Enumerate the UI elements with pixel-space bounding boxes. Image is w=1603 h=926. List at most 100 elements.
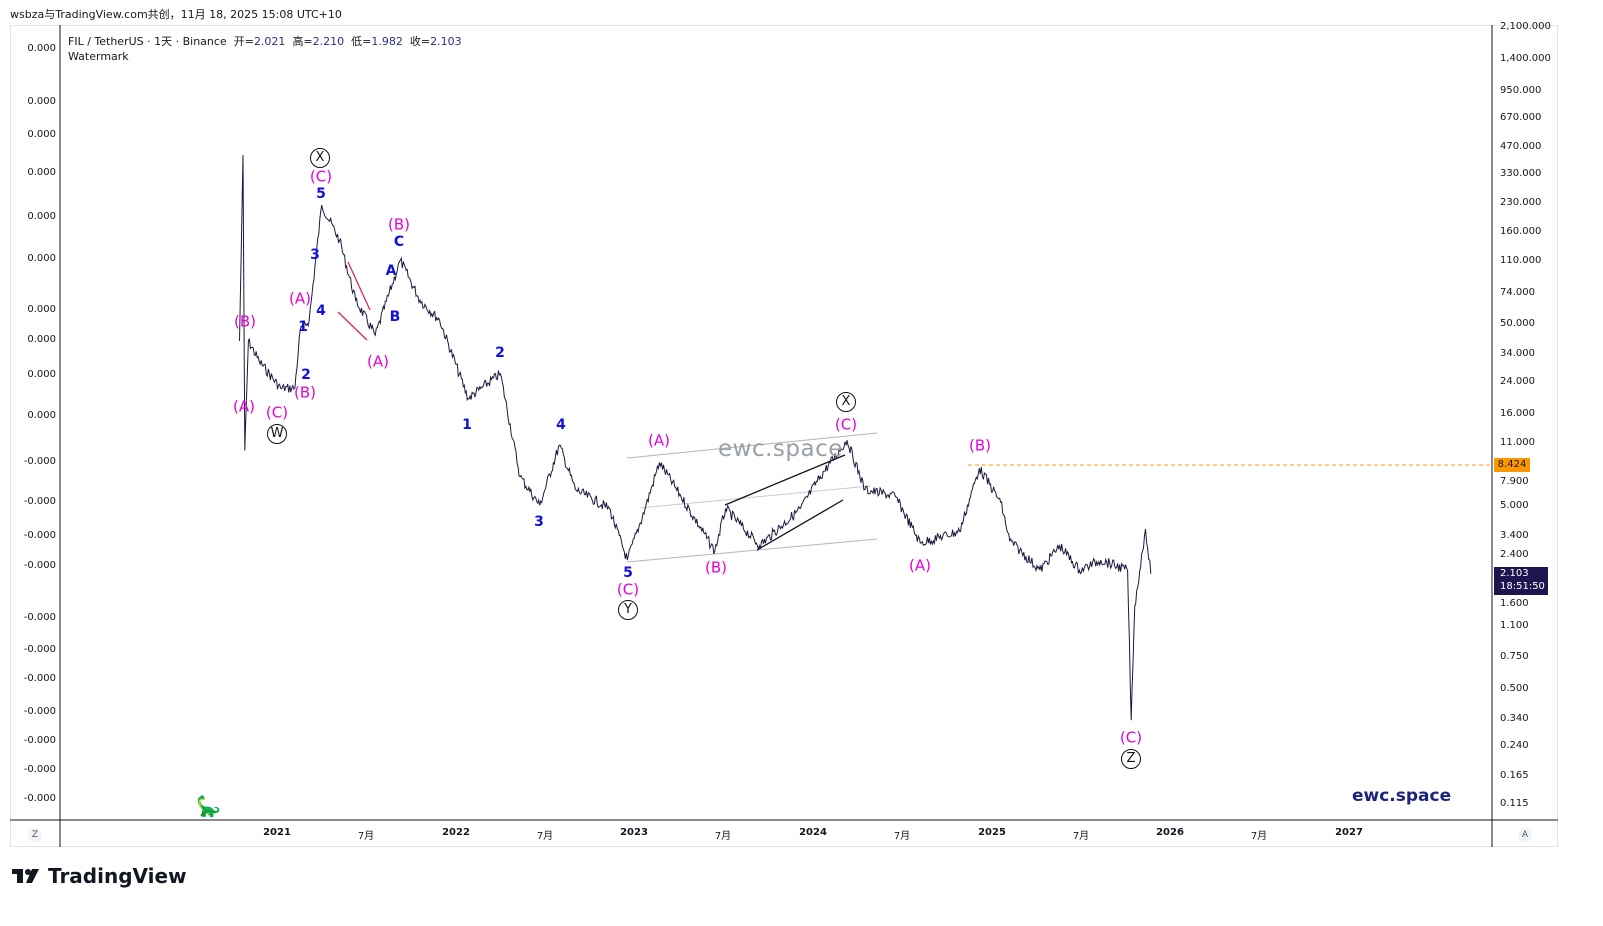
time-axis-tick: 2026	[1156, 827, 1184, 838]
wave-label[interactable]: 1	[298, 319, 308, 335]
left-axis-tick: 0.000	[27, 43, 56, 54]
triangle-line-a	[347, 261, 371, 311]
last-price: 2.103	[1500, 568, 1529, 579]
auto-scale-toggle[interactable]: A	[1518, 828, 1532, 842]
wave-label[interactable]: (C)	[616, 580, 640, 599]
wave-label[interactable]: B	[389, 309, 401, 325]
right-axis-tick: 34.000	[1500, 348, 1535, 359]
channel-upper	[626, 432, 878, 459]
left-axis-tick: -0.000	[23, 612, 56, 623]
right-axis-tick: 950.000	[1500, 85, 1542, 96]
left-axis-tick: 0.000	[27, 211, 56, 222]
wave-degree-label[interactable]: Y	[618, 600, 638, 620]
time-axis-tick: 2024	[799, 827, 827, 838]
left-axis-tick: -0.000	[23, 735, 56, 746]
right-axis-tick: 470.000	[1500, 141, 1542, 152]
wave-label[interactable]: (B)	[234, 312, 256, 331]
chart-frame[interactable]	[10, 25, 1558, 847]
right-axis-tick: 0.750	[1500, 651, 1529, 662]
wave-label[interactable]: 1	[462, 417, 472, 433]
time-axis-tick: 2022	[442, 827, 470, 838]
price-series	[239, 155, 1152, 721]
wave-label[interactable]: 2	[301, 367, 311, 383]
right-axis-tick: 3.400	[1500, 530, 1529, 541]
level-price-tag: 8.424	[1494, 458, 1530, 472]
left-axis-tick: 0.000	[27, 253, 56, 264]
right-axis-tick: 0.500	[1500, 683, 1529, 694]
wave-label[interactable]: 3	[534, 514, 544, 530]
left-axis-tick: -0.000	[23, 530, 56, 541]
wave-label[interactable]: 4	[556, 417, 566, 433]
channel-mid	[639, 485, 871, 509]
wave-label[interactable]: 2	[495, 345, 505, 361]
brand-name: TradingView	[48, 864, 187, 888]
wave-label[interactable]: (A)	[909, 556, 931, 575]
log-scale-toggle-left[interactable]: Z	[28, 828, 42, 842]
wave-label[interactable]: 5	[623, 565, 633, 581]
right-axis-tick: 74.000	[1500, 287, 1535, 298]
time-axis-tick: 7月	[1250, 831, 1268, 842]
right-axis-tick: 0.165	[1500, 770, 1529, 781]
left-axis-tick: -0.000	[23, 764, 56, 775]
wave-label[interactable]: (C)	[1119, 728, 1143, 747]
wave-label[interactable]: 4	[316, 303, 326, 319]
time-axis-tick: 2027	[1335, 827, 1363, 838]
left-axis-tick: -0.000	[23, 496, 56, 507]
right-axis-tick: 1.100	[1500, 620, 1529, 631]
right-axis-tick: 5.000	[1500, 500, 1529, 511]
left-axis-tick: -0.000	[23, 644, 56, 655]
wave-label[interactable]: (C)	[309, 167, 333, 186]
wave-label[interactable]: (A)	[367, 352, 389, 371]
open-label: 开=	[233, 35, 254, 48]
wave-degree-label[interactable]: Z	[1121, 749, 1141, 769]
right-axis-tick: 24.000	[1500, 376, 1535, 387]
watermark-text: ewc.space	[718, 436, 843, 462]
wave-degree-label[interactable]: X	[836, 392, 856, 412]
tradingview-logo[interactable]: TradingView	[12, 864, 187, 888]
time-axis-tick: 2023	[620, 827, 648, 838]
wave-label[interactable]: (A)	[289, 289, 311, 308]
watermark-corner-text: ewc.space	[1352, 786, 1452, 806]
wave-label[interactable]: (C)	[265, 403, 289, 422]
triangle-line-b	[337, 311, 368, 341]
wave-label[interactable]: (B)	[705, 558, 727, 577]
close-label: 收=	[409, 35, 431, 48]
wave-label[interactable]: (B)	[388, 215, 410, 234]
right-axis-tick: 16.000	[1500, 408, 1535, 419]
right-axis-tick: 1.600	[1500, 598, 1529, 609]
indicator-watermark[interactable]: Watermark	[68, 50, 129, 63]
left-axis-tick: 0.000	[27, 96, 56, 107]
left-axis-tick: 0.000	[27, 129, 56, 140]
chart-credit: wsbza与TradingView.com共创，11月 18, 2025 15:…	[10, 8, 342, 21]
right-axis-tick: 7.900	[1500, 476, 1529, 487]
wave-label[interactable]: 5	[316, 186, 326, 202]
last-price-tag: 2.103 18:51:50	[1494, 567, 1548, 595]
wave-degree-label[interactable]: W	[267, 424, 287, 444]
left-axis-tick: -0.000	[23, 560, 56, 571]
right-axis-tick: 670.000	[1500, 112, 1542, 123]
right-axis-tick: 0.340	[1500, 713, 1529, 724]
wave-label[interactable]: (A)	[648, 431, 670, 450]
left-axis-tick: -0.000	[23, 456, 56, 467]
dinosaur-icon[interactable]: 🦕	[196, 794, 221, 818]
time-axis-tick: 7月	[536, 831, 554, 842]
wave-label[interactable]: A	[385, 263, 397, 279]
wave-label[interactable]: (B)	[969, 436, 991, 455]
wave-label[interactable]: (A)	[233, 397, 255, 416]
wave-label[interactable]: 3	[310, 247, 320, 263]
wave-label[interactable]: (B)	[294, 383, 316, 402]
right-axis-tick: 50.000	[1500, 318, 1535, 329]
bar-countdown: 18:51:50	[1500, 581, 1545, 592]
close-value: 2.103	[430, 35, 462, 48]
wave-label[interactable]: C	[393, 234, 405, 250]
right-axis-tick: 1,400.000	[1500, 53, 1551, 64]
wave-label[interactable]: (C)	[834, 415, 858, 434]
left-axis-tick: -0.000	[23, 706, 56, 717]
right-axis-tick: 11.000	[1500, 437, 1535, 448]
time-axis-tick: 2025	[978, 827, 1006, 838]
left-axis-tick: -0.000	[23, 793, 56, 804]
symbol-legend[interactable]: FIL / TetherUS · 1天 · Binance 开=2.021 高=…	[68, 33, 462, 49]
wedge-lower	[756, 499, 844, 551]
wave-degree-label[interactable]: X	[310, 148, 330, 168]
